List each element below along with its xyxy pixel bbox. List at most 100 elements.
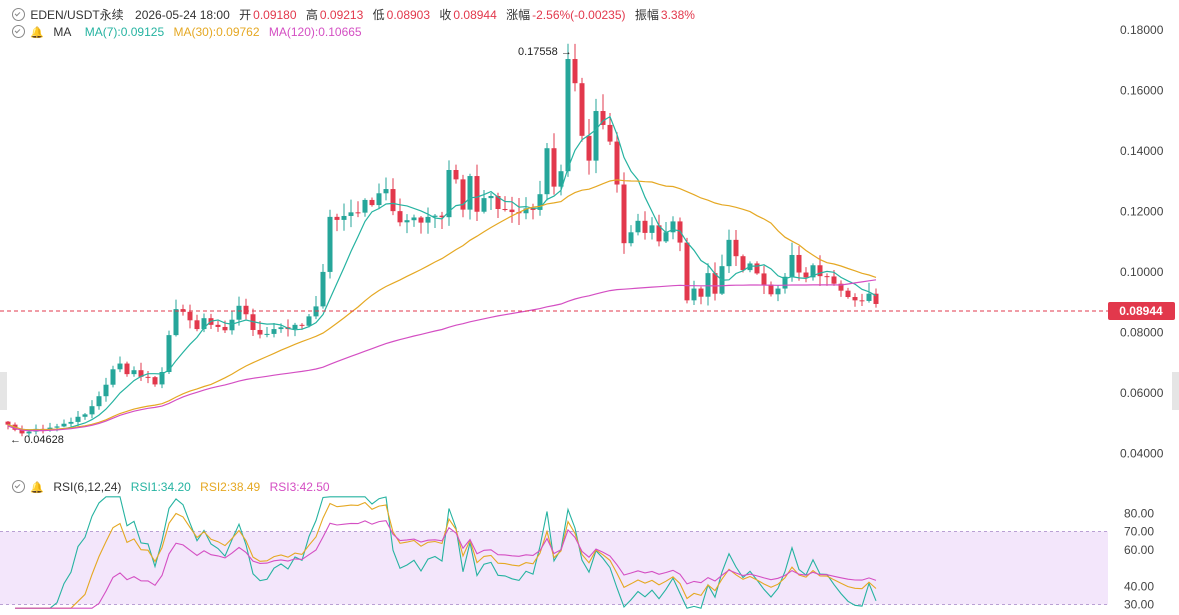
candle-body[interactable] xyxy=(572,59,578,84)
candle-body[interactable] xyxy=(26,431,32,434)
candle-body[interactable] xyxy=(782,276,788,289)
candle-body[interactable] xyxy=(481,198,487,212)
candle-body[interactable] xyxy=(726,239,732,267)
candle-body[interactable] xyxy=(96,396,102,407)
candle-body[interactable] xyxy=(194,320,200,330)
candle-body[interactable] xyxy=(404,220,410,223)
candle-body[interactable] xyxy=(243,305,249,315)
candle-body[interactable] xyxy=(103,384,109,397)
candle-body[interactable] xyxy=(817,265,823,277)
candle-body[interactable] xyxy=(789,254,795,277)
candle-body[interactable] xyxy=(257,329,263,335)
candle-body[interactable] xyxy=(222,326,228,331)
candle-body[interactable] xyxy=(341,215,347,220)
candle-body[interactable] xyxy=(299,324,305,326)
candle-body[interactable] xyxy=(502,209,508,211)
candle-body[interactable] xyxy=(852,297,858,301)
candle-body[interactable] xyxy=(68,421,74,424)
candle-body[interactable] xyxy=(19,429,25,434)
candle-body[interactable] xyxy=(733,239,739,257)
candle-body[interactable] xyxy=(663,232,669,242)
candle-body[interactable] xyxy=(712,273,718,294)
candle-body[interactable] xyxy=(628,232,634,244)
candle-body[interactable] xyxy=(796,254,802,273)
candle-body[interactable] xyxy=(537,194,543,210)
candle-body[interactable] xyxy=(292,324,298,330)
candle-body[interactable] xyxy=(642,220,648,233)
candle-body[interactable] xyxy=(586,135,592,161)
candle-body[interactable] xyxy=(348,212,354,216)
candle-body[interactable] xyxy=(320,271,326,307)
candle-body[interactable] xyxy=(509,209,515,213)
candle-body[interactable] xyxy=(705,273,711,297)
candle-body[interactable] xyxy=(180,309,186,312)
candle-body[interactable] xyxy=(397,211,403,223)
candle-body[interactable] xyxy=(187,311,193,321)
ma-visibility-icon[interactable] xyxy=(12,25,25,38)
candle-body[interactable] xyxy=(138,370,144,377)
candle-body[interactable] xyxy=(306,316,312,326)
candle-body[interactable] xyxy=(264,333,270,335)
candle-body[interactable] xyxy=(775,288,781,295)
candle-body[interactable] xyxy=(362,199,368,213)
candle-body[interactable] xyxy=(488,196,494,199)
rsi-alert-icon[interactable]: 🔔 xyxy=(30,482,45,494)
candle-body[interactable] xyxy=(355,212,361,214)
visibility-icon[interactable] xyxy=(12,8,25,21)
candle-body[interactable] xyxy=(551,148,557,187)
candle-body[interactable] xyxy=(89,406,95,415)
candle-body[interactable] xyxy=(334,216,340,220)
candle-body[interactable] xyxy=(376,193,382,206)
left-scroll-handle[interactable] xyxy=(0,372,7,410)
candle-body[interactable] xyxy=(152,377,158,385)
candle-body[interactable] xyxy=(565,59,571,172)
candle-body[interactable] xyxy=(768,284,774,295)
candle-body[interactable] xyxy=(607,124,613,142)
candle-body[interactable] xyxy=(691,288,697,301)
candle-body[interactable] xyxy=(614,141,620,185)
candle-body[interactable] xyxy=(684,242,690,301)
candle-body[interactable] xyxy=(838,283,844,291)
candle-body[interactable] xyxy=(803,272,809,278)
candle-body[interactable] xyxy=(61,423,67,427)
candle-body[interactable] xyxy=(159,372,165,385)
candle-body[interactable] xyxy=(670,221,676,233)
candle-body[interactable] xyxy=(278,327,284,330)
candle-body[interactable] xyxy=(656,225,662,242)
candle-body[interactable] xyxy=(124,363,130,375)
candle-body[interactable] xyxy=(229,319,235,331)
candle-body[interactable] xyxy=(845,290,851,298)
rsi-visibility-icon[interactable] xyxy=(12,480,25,493)
candle-body[interactable] xyxy=(467,176,473,210)
candle-body[interactable] xyxy=(5,421,11,425)
candle-body[interactable] xyxy=(761,273,767,285)
candle-body[interactable] xyxy=(635,220,641,233)
candles[interactable] xyxy=(5,43,879,438)
candle-body[interactable] xyxy=(453,170,459,180)
candle-body[interactable] xyxy=(201,318,207,330)
candle-body[interactable] xyxy=(495,196,501,210)
candle-body[interactable] xyxy=(474,176,480,212)
candle-body[interactable] xyxy=(432,215,438,217)
candle-body[interactable] xyxy=(523,208,529,214)
candle-body[interactable] xyxy=(439,215,445,218)
candle-body[interactable] xyxy=(460,179,466,210)
candle-body[interactable] xyxy=(824,276,830,278)
candle-body[interactable] xyxy=(145,376,151,378)
candle-body[interactable] xyxy=(866,293,872,301)
candle-body[interactable] xyxy=(544,148,550,195)
candle-body[interactable] xyxy=(131,370,137,375)
candle-body[interactable] xyxy=(740,256,746,271)
candle-body[interactable] xyxy=(411,217,417,221)
candle-body[interactable] xyxy=(82,414,88,417)
candle-body[interactable] xyxy=(327,216,333,272)
candle-body[interactable] xyxy=(810,265,816,278)
ma-alert-icon[interactable]: 🔔 xyxy=(30,27,45,39)
candle-body[interactable] xyxy=(54,426,60,428)
candle-body[interactable] xyxy=(698,288,704,297)
candle-body[interactable] xyxy=(446,170,452,218)
right-scroll-handle[interactable] xyxy=(1172,372,1179,410)
candle-body[interactable] xyxy=(579,83,585,136)
candle-body[interactable] xyxy=(593,111,599,161)
